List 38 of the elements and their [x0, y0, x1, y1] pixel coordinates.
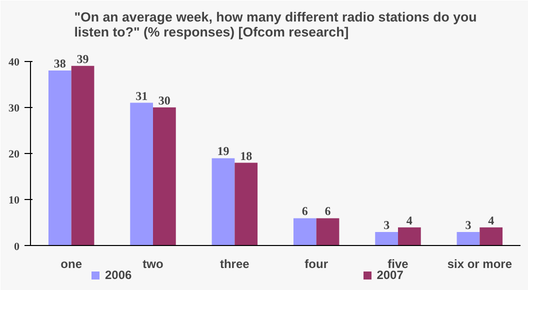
x-tick-label: six or more — [447, 256, 512, 271]
bar — [153, 107, 176, 246]
data-label: 18 — [240, 148, 252, 163]
x-tick-label: one — [60, 256, 82, 271]
bar — [293, 218, 316, 246]
data-label: 30 — [158, 93, 170, 108]
bar — [375, 232, 398, 246]
y-tick-label: 20 — [8, 148, 20, 161]
bar — [71, 66, 94, 246]
x-tick-label: four — [304, 256, 328, 271]
data-label: 31 — [136, 88, 148, 103]
y-tick-label: 30 — [8, 102, 20, 114]
bar — [234, 162, 258, 246]
data-label: 3 — [384, 218, 390, 232]
x-tick-label: five — [388, 256, 409, 271]
data-label: 6 — [302, 204, 308, 218]
legend-label: 2006 — [105, 268, 132, 282]
bar — [48, 70, 72, 246]
bar — [480, 227, 503, 246]
x-tick-label: three — [220, 256, 250, 271]
chart-title: "On an average week, how many different radio stations do you listen to?" (% responses) [Ofcom research] — [74, 10, 477, 40]
y-tick-label: 40 — [8, 56, 20, 68]
x-tick-label: two — [142, 256, 164, 271]
bar — [398, 227, 421, 246]
data-label: 38 — [54, 56, 66, 70]
y-tick-label: 10 — [8, 194, 20, 207]
bar — [456, 232, 480, 246]
bar — [212, 158, 235, 246]
bar — [316, 218, 340, 246]
data-label: 4 — [488, 213, 494, 228]
legend-label: 2007 — [376, 268, 404, 282]
data-label: 4 — [406, 213, 412, 228]
y-tick-label: 0 — [14, 240, 20, 253]
data-label: 3 — [465, 218, 472, 232]
bar — [130, 102, 153, 246]
data-label: 6 — [324, 204, 331, 218]
data-label: 19 — [217, 144, 230, 158]
data-label: 39 — [76, 52, 89, 66]
